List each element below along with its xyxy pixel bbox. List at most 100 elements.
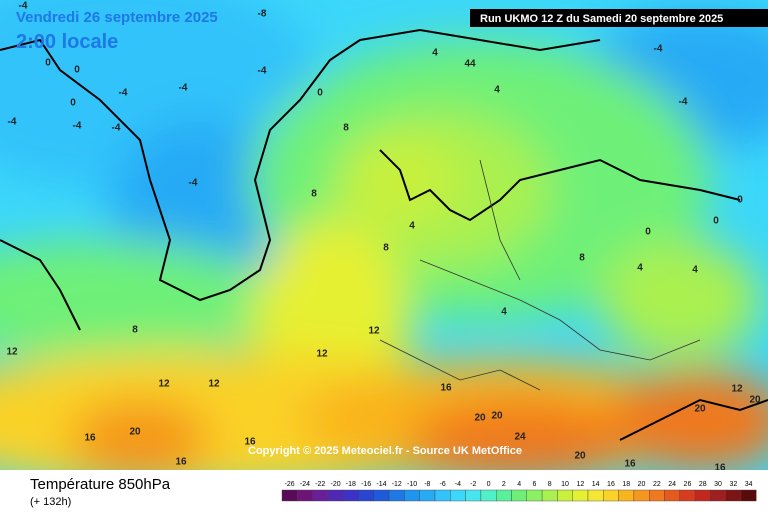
- scale-label: -2: [470, 481, 476, 488]
- isotherm-label: -4: [258, 66, 267, 77]
- scale-label: 20: [638, 481, 646, 488]
- color-swatch: [649, 489, 665, 502]
- isotherm-label: 0: [70, 98, 76, 109]
- isotherm-label: -8: [258, 9, 267, 20]
- scale-label: 26: [684, 481, 692, 488]
- run-banner: [470, 9, 768, 27]
- field-title: Température 850hPa: [30, 476, 171, 493]
- scale-label: -8: [424, 481, 430, 488]
- isotherm-label: 0: [74, 65, 80, 76]
- color-swatch: [343, 489, 359, 502]
- color-swatch: [710, 489, 726, 502]
- isotherm-label: 4: [692, 265, 698, 276]
- scale-label: 30: [714, 481, 722, 488]
- copyright: Copyright © 2025 Meteociel.fr - Source U…: [248, 445, 522, 457]
- isotherm-label: 0: [45, 58, 51, 69]
- scale-label: -12: [392, 481, 402, 488]
- isotherm-label: 4: [409, 221, 415, 232]
- valid-time: 2:00 locale: [16, 31, 118, 53]
- forecast-lead: (+ 132h): [30, 496, 71, 508]
- scale-label: -26: [285, 481, 295, 488]
- isotherm-label: -4: [179, 83, 188, 94]
- color-swatch: [679, 489, 696, 502]
- isotherm-label: 44: [464, 59, 476, 70]
- isotherm-label: 20: [129, 427, 141, 438]
- scale-label: -18: [346, 481, 356, 488]
- color-scale: -26 -24 -22 -20 -18 -16 -14 -12 -10 -8 -6 -4 -2 0 2 4 6 8…: [281, 481, 757, 502]
- isotherm-label: 4: [432, 48, 438, 59]
- color-swatch: [327, 489, 344, 502]
- color-swatch: [281, 489, 298, 502]
- color-swatch: [358, 489, 375, 502]
- scale-label: -22: [315, 481, 325, 488]
- scale-label: -16: [361, 481, 371, 488]
- isotherm-label: 16: [175, 457, 187, 468]
- color-swatch: [557, 489, 573, 502]
- color-swatch: [603, 489, 619, 502]
- isotherm-label: -4: [112, 123, 121, 134]
- isotherm-label: 12: [316, 349, 328, 360]
- run-info: Run UKMO 12 Z du Samedi 20 septembre 202…: [480, 13, 723, 25]
- isotherm-label: 8: [132, 325, 138, 336]
- isotherm-label: 0: [645, 227, 651, 238]
- isotherm-label: -4: [189, 178, 198, 189]
- isotherm-label: -4: [654, 44, 663, 55]
- scale-label: -10: [407, 481, 417, 488]
- isotherm-label: 16: [440, 383, 452, 394]
- color-swatch: [526, 489, 543, 502]
- color-swatch: [419, 489, 436, 502]
- isotherm-label: 20: [749, 395, 761, 406]
- scale-label: -20: [330, 481, 340, 488]
- scale-label: -24: [300, 481, 310, 488]
- isotherm-label: 16: [624, 459, 636, 470]
- color-swatch: [725, 489, 742, 502]
- isotherm-label: 20: [491, 411, 503, 422]
- isotherm-label: 4: [494, 85, 500, 96]
- isotherm-label: 20: [574, 451, 586, 462]
- color-swatch: [373, 489, 390, 502]
- color-swatch: [312, 489, 329, 502]
- color-swatch: [618, 489, 635, 502]
- color-swatch: [434, 489, 451, 502]
- isotherm-label: 12: [208, 379, 220, 390]
- isotherm-label: 8: [383, 243, 389, 254]
- isotherm-label: 0: [317, 88, 323, 99]
- isotherm-label: -4: [73, 121, 82, 132]
- scale-label: 12: [576, 481, 584, 488]
- scale-label: 32: [729, 481, 737, 488]
- isotherm-label: 0: [713, 216, 719, 227]
- scale-label: 16: [607, 481, 615, 488]
- scale-label: 18: [622, 481, 630, 488]
- isotherm-label: 24: [514, 432, 526, 443]
- color-swatch: [587, 489, 604, 502]
- isotherm-label: 0: [737, 195, 743, 206]
- isotherm-label: 12: [6, 347, 18, 358]
- isotherm-label: 16: [84, 433, 96, 444]
- color-swatch: [404, 489, 420, 502]
- isotherm-label: 8: [579, 253, 585, 264]
- isotherm-label: -4: [119, 88, 128, 99]
- isotherm-label: -4: [8, 117, 17, 128]
- isotherm-label: 16: [244, 437, 256, 448]
- scale-label: 28: [699, 481, 707, 488]
- scale-label: -4: [455, 481, 461, 488]
- isotherm-label: 8: [343, 123, 349, 134]
- isotherm-label: 12: [158, 379, 170, 390]
- color-swatch: [572, 489, 589, 502]
- coastlines: [0, 28, 768, 441]
- color-swatch: [511, 489, 528, 502]
- scale-label: 0: [487, 481, 491, 488]
- isotherm-label: 16: [714, 463, 726, 474]
- color-swatch: [450, 489, 466, 502]
- isotherm-label: 12: [731, 384, 743, 395]
- isotherm-label: -4: [679, 97, 688, 108]
- color-swatch: [633, 489, 650, 502]
- valid-date: Vendredi 26 septembre 2025: [16, 9, 218, 26]
- isotherm-label: 4: [501, 307, 507, 318]
- isotherm-label: -4: [19, 1, 28, 12]
- scale-label: 22: [653, 481, 661, 488]
- scale-label: -6: [440, 481, 446, 488]
